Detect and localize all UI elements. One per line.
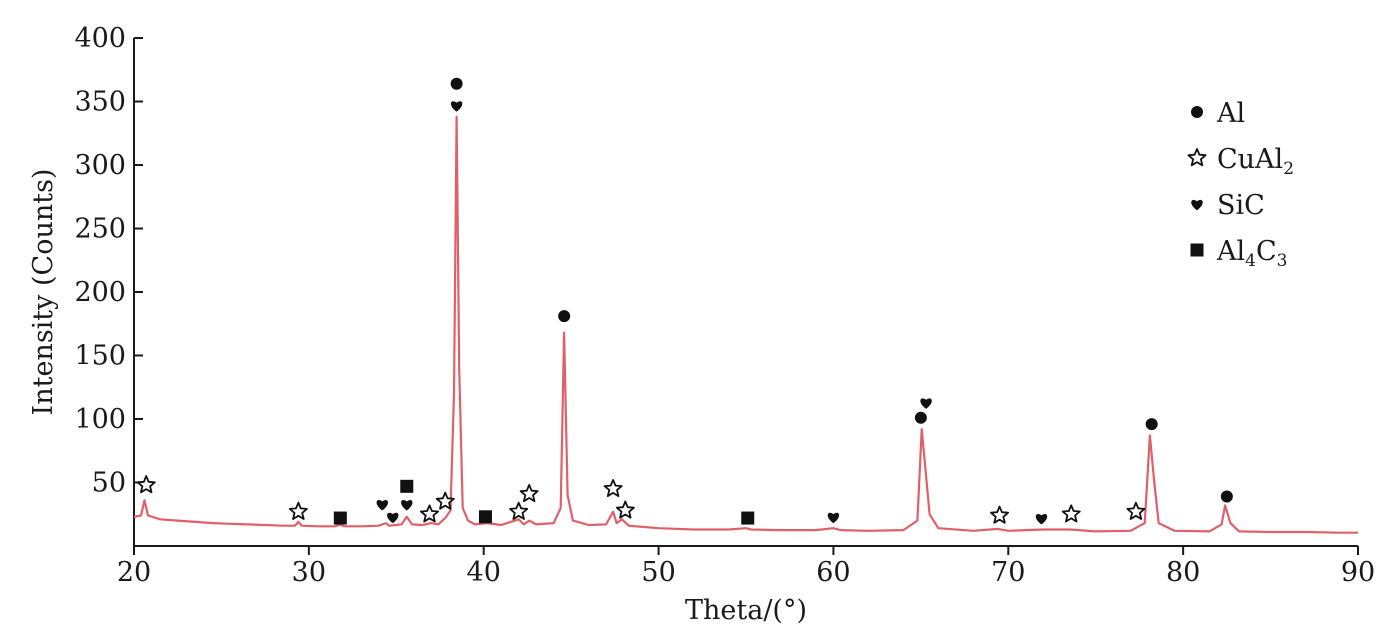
heart-marker bbox=[920, 398, 932, 409]
plot-background bbox=[134, 38, 1358, 546]
legend-label: Al4C3 bbox=[1216, 236, 1287, 271]
legend-circle-icon bbox=[1191, 106, 1203, 118]
heart-marker bbox=[450, 101, 463, 112]
heart-marker bbox=[401, 500, 413, 511]
y-tick-label: 300 bbox=[74, 150, 126, 181]
heart-marker bbox=[1035, 513, 1048, 525]
circle-marker bbox=[558, 310, 571, 323]
y-tick-label: 250 bbox=[74, 214, 126, 245]
square-marker bbox=[478, 510, 492, 524]
circle-marker bbox=[914, 411, 927, 424]
star-marker bbox=[288, 501, 308, 520]
legend-label-main: SiC bbox=[1217, 190, 1265, 221]
heart-marker bbox=[827, 512, 840, 524]
star-marker bbox=[603, 479, 623, 497]
y-tick-label: 400 bbox=[74, 23, 126, 54]
x-tick-label: 50 bbox=[641, 557, 675, 588]
star-marker bbox=[509, 501, 529, 520]
square-marker bbox=[741, 511, 755, 525]
legend-star-icon bbox=[1187, 148, 1207, 167]
star-marker bbox=[615, 500, 635, 519]
star-marker bbox=[519, 484, 539, 503]
y-tick-label: 150 bbox=[74, 341, 126, 372]
legend-label-subscript-2: 3 bbox=[1277, 251, 1288, 271]
x-tick-label: 80 bbox=[1166, 557, 1200, 588]
x-tick-label: 70 bbox=[991, 557, 1025, 588]
heart-marker bbox=[387, 512, 399, 524]
star-marker bbox=[136, 475, 156, 494]
star-marker bbox=[420, 504, 439, 523]
y-tick-label: 100 bbox=[74, 404, 126, 435]
x-tick-label: 90 bbox=[1341, 557, 1375, 588]
legend-label-main: Al bbox=[1216, 236, 1245, 267]
legend-label-subscript: 4 bbox=[1245, 251, 1256, 271]
legend-label: Al bbox=[1216, 98, 1245, 129]
legend-label: SiC bbox=[1217, 190, 1265, 221]
y-ticks: 50 100 150 200 250 300 350 400 bbox=[74, 23, 143, 499]
x-tick-label: 60 bbox=[816, 557, 850, 588]
circle-marker bbox=[450, 77, 463, 90]
y-tick-label: 50 bbox=[92, 468, 126, 499]
star-marker bbox=[1061, 504, 1081, 523]
star-marker bbox=[990, 505, 1009, 524]
heart-marker bbox=[376, 500, 389, 511]
circle-marker bbox=[1145, 418, 1158, 431]
star-marker bbox=[435, 491, 455, 510]
x-tick-label: 30 bbox=[292, 557, 326, 588]
legend-label-main: CuAl bbox=[1217, 144, 1283, 175]
legend-square-icon bbox=[1190, 243, 1204, 257]
x-ticks: 20 30 40 50 60 70 80 90 bbox=[117, 546, 1375, 588]
peak-annotations bbox=[136, 77, 1233, 525]
square-marker bbox=[400, 479, 414, 493]
legend-heart-icon bbox=[1191, 199, 1203, 211]
circle-marker bbox=[1220, 490, 1233, 503]
y-tick-label: 200 bbox=[74, 277, 126, 308]
x-axis-title: Theta/(°) bbox=[685, 595, 807, 626]
x-tick-label: 40 bbox=[467, 557, 501, 588]
legend-label-main: Al bbox=[1216, 98, 1245, 129]
series-line bbox=[133, 115, 1358, 534]
legend-label: CuAl2 bbox=[1217, 144, 1294, 179]
square-marker bbox=[333, 511, 347, 525]
legend-label-main-2: C bbox=[1256, 236, 1277, 267]
x-tick-label: 20 bbox=[117, 557, 151, 588]
legend-label-subscript: 2 bbox=[1283, 159, 1294, 179]
y-axis-title: Intensity (Counts) bbox=[28, 169, 59, 416]
y-tick-label: 350 bbox=[74, 87, 126, 118]
star-marker bbox=[1126, 501, 1146, 520]
